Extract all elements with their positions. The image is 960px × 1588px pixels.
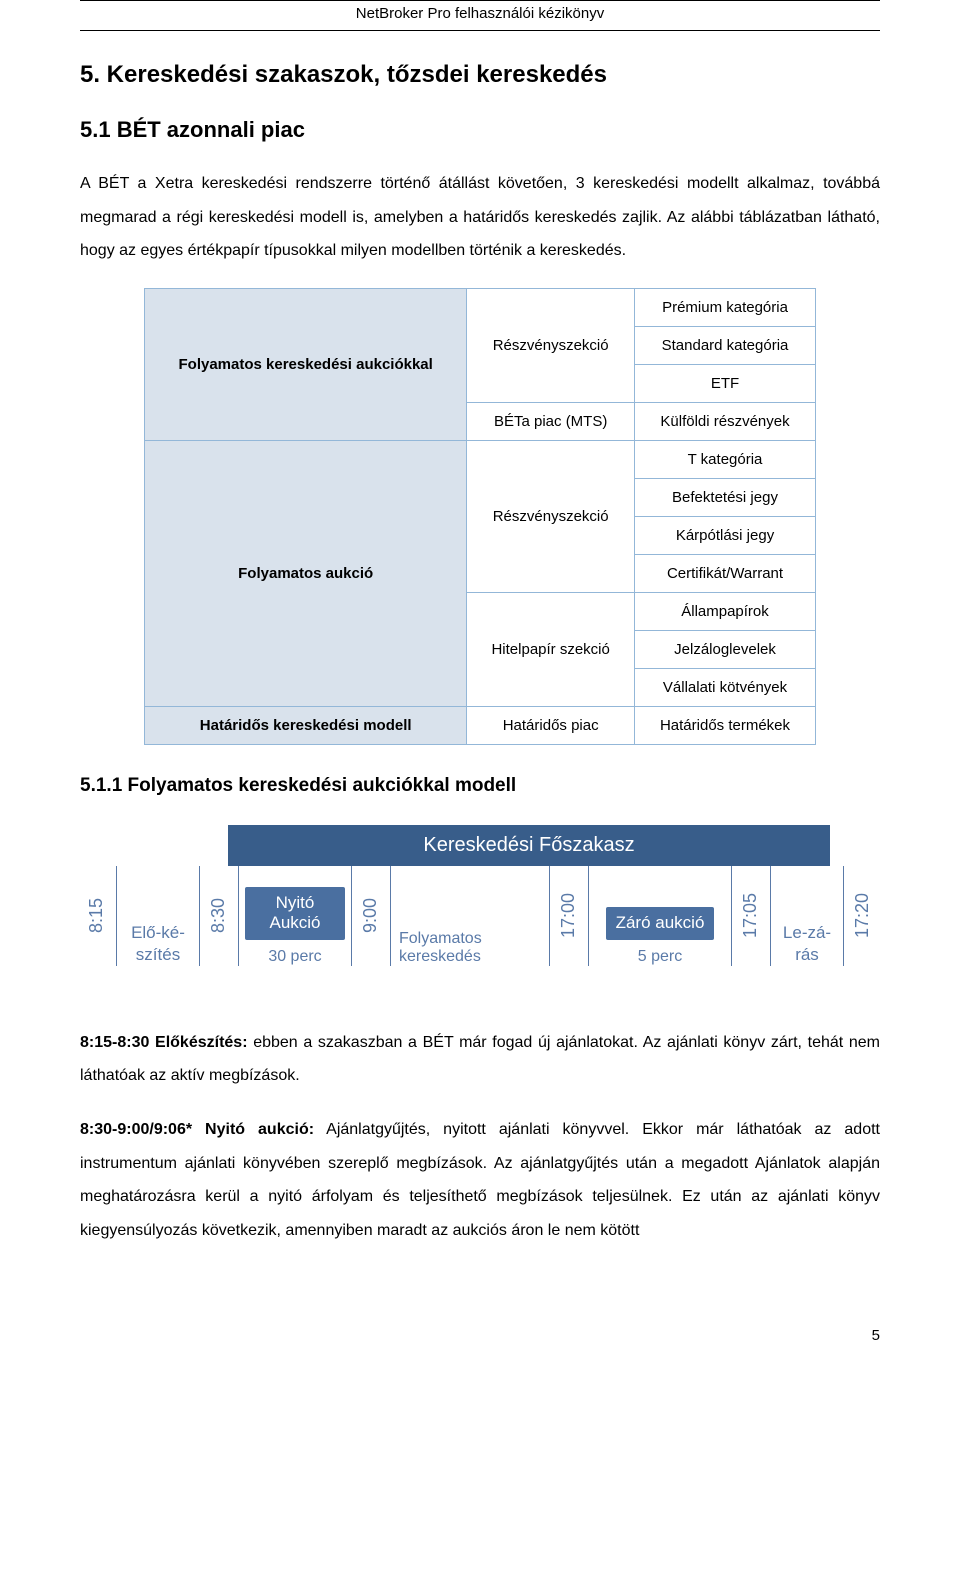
table-cell: Hitelpapír szekció [467,592,635,706]
timeline-continuous-label: Folyamatos kereskedés [393,930,547,966]
table-cell: Külföldi részvények [635,402,816,440]
table-cell: Jelzáloglevelek [635,630,816,668]
table-cell: Prémium kategória [635,288,816,326]
section-heading: 5. Kereskedési szakaszok, tőzsdei keresk… [80,61,880,89]
timeline-time: 9:00 [354,866,388,966]
timeline-open-duration: 30 perc [268,948,321,966]
timeline-close-duration: 5 perc [638,948,682,966]
para-bold-lead: 8:30-9:00/9:06* Nyitó aukció: [80,1121,314,1138]
table-cell: T kategória [635,440,816,478]
table-cell: BÉTa piac (MTS) [467,402,635,440]
table-cell: Határidős kereskedési modell [145,706,467,744]
table-cell: Határidős piac [467,706,635,744]
subsubsection-heading: 5.1.1 Folyamatos kereskedési aukciókkal … [80,775,880,797]
page-number: 5 [0,1307,960,1364]
para-bold-lead: 8:15-8:30 Előkészítés: [80,1034,248,1051]
table-cell: Befektetési jegy [635,478,816,516]
intro-paragraph: A BÉT a Xetra kereskedési rendszerre tör… [80,167,880,268]
timeline-phase-prep: Elő-ké-szítés [123,922,193,966]
table-cell: Certifikát/Warrant [635,554,816,592]
table-cell: Folyamatos aukció [145,440,467,706]
table-cell: Folyamatos kereskedési aukciókkal [145,288,467,440]
timeline-time: 8:30 [202,866,236,966]
table-cell: ETF [635,364,816,402]
timeline-time: 17:05 [734,866,768,966]
paragraph-prep: 8:15-8:30 Előkészítés: ebben a szakaszba… [80,1026,880,1093]
timeline-header: Kereskedési Főszakasz [228,825,830,866]
doc-header: NetBroker Pro felhasználói kézikönyv [0,1,960,30]
paragraph-open-auction: 8:30-9:00/9:06* Nyitó aukció: Ajánlatgyű… [80,1113,880,1247]
table-cell: Részvényszekció [467,440,635,592]
timeline-time: 17:00 [552,866,586,966]
table-cell: Részvényszekció [467,288,635,402]
trading-models-table: Folyamatos kereskedési aukciókkal Részvé… [144,288,816,745]
timeline-time: 8:15 [80,866,114,966]
timeline-diagram: Kereskedési Főszakasz 8:15 Elő-ké-szítés… [80,825,880,966]
table-cell: Vállalati kötvények [635,668,816,706]
timeline-phase-closing: Le-zá-rás [777,922,837,966]
table-cell: Állampapírok [635,592,816,630]
table-cell: Határidős termékek [635,706,816,744]
timeline-time: 17:20 [846,866,880,966]
table-cell: Standard kategória [635,326,816,364]
subsection-heading: 5.1 BÉT azonnali piac [80,117,880,143]
timeline-open-auction-box: Nyitó Aukció [245,887,345,940]
timeline-close-auction-box: Záró aukció [606,907,715,939]
table-cell: Kárpótlási jegy [635,516,816,554]
